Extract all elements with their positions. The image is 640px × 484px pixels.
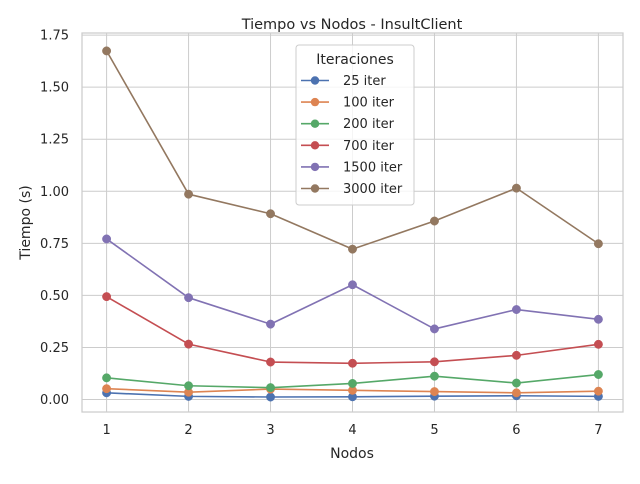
series-700-iter xyxy=(102,292,603,368)
y-tick-label: 0.25 xyxy=(40,341,69,356)
y-tick-label: 1.25 xyxy=(40,133,69,148)
data-point xyxy=(266,319,275,329)
series-3000-iter xyxy=(102,46,603,254)
axes-border xyxy=(81,32,624,413)
x-axis-label: Nodos xyxy=(330,446,374,462)
legend-entry: 1500 iter xyxy=(301,160,403,175)
data-point xyxy=(102,46,112,56)
y-tick-label: 1.75 xyxy=(40,29,69,44)
y-tick-label: 0.75 xyxy=(40,237,69,252)
legend-marker xyxy=(310,97,320,107)
legend-label: 100 iter xyxy=(343,96,395,111)
data-point xyxy=(593,239,603,249)
data-point xyxy=(593,339,603,349)
y-tick-label: 1.50 xyxy=(40,81,69,96)
legend-marker xyxy=(310,162,320,172)
legend-marker xyxy=(310,119,320,128)
axis-frame xyxy=(81,32,624,413)
y-tick-label: 0.50 xyxy=(40,289,69,304)
x-tick-label: 7 xyxy=(594,423,602,438)
x-tick-label: 2 xyxy=(184,423,192,438)
data-point xyxy=(430,216,439,226)
x-tick-label: 1 xyxy=(102,423,110,438)
legend-label: 3000 iter xyxy=(343,182,403,197)
legend-entries: 25 iter 100 iter 200 iter 700 iter 1500 iter… xyxy=(301,74,403,197)
data-point xyxy=(348,280,357,290)
data-point xyxy=(184,189,194,199)
x-tick-label: 6 xyxy=(512,423,520,438)
data-point xyxy=(511,378,521,388)
legend-entry: 700 iter xyxy=(301,139,395,154)
data-point xyxy=(266,209,275,219)
legend-entry: 200 iter xyxy=(301,117,395,132)
legend-entry: 3000 iter xyxy=(301,182,403,197)
data-point xyxy=(102,292,112,302)
legend-label: 25 iter xyxy=(343,74,386,89)
legend-title: Iteraciones xyxy=(316,52,394,68)
data-point xyxy=(430,357,439,367)
legend-label: 200 iter xyxy=(343,117,395,132)
series-layer xyxy=(102,46,603,402)
data-point xyxy=(266,392,275,402)
data-point xyxy=(430,387,439,397)
y-tick-label: 0.00 xyxy=(40,393,69,408)
data-point xyxy=(184,293,194,303)
legend-label: 700 iter xyxy=(343,139,395,154)
legend-label: 1500 iter xyxy=(343,160,403,175)
data-point xyxy=(184,381,194,391)
legend-marker xyxy=(310,184,320,193)
series-1500-iter xyxy=(102,234,603,334)
data-point xyxy=(511,305,521,314)
x-tick-label: 3 xyxy=(266,423,274,438)
data-point xyxy=(348,379,357,388)
data-point xyxy=(430,371,439,381)
data-point xyxy=(511,388,521,398)
data-point xyxy=(511,350,521,360)
chart-title: Tiempo vs Nodos - InsultClient xyxy=(241,17,463,33)
legend-entry: 25 iter xyxy=(301,74,386,89)
y-tick-label: 1.00 xyxy=(40,185,69,200)
data-point xyxy=(102,384,112,394)
data-point xyxy=(593,370,603,379)
data-point xyxy=(593,314,603,324)
tick-labels: 1 2 3 4 5 6 7 0.00 0.25 0.50 0.75 1.00 1.25 1.50 1.75 xyxy=(40,29,603,438)
data-point xyxy=(348,244,357,254)
data-point xyxy=(266,357,275,367)
series-200-iter xyxy=(102,370,603,393)
data-point xyxy=(184,339,194,349)
data-point xyxy=(102,373,112,383)
legend-box xyxy=(295,44,415,206)
data-point xyxy=(348,358,357,368)
legend-entry: 100 iter xyxy=(301,96,395,111)
legend-marker xyxy=(310,76,320,85)
legend: Iteraciones 25 iter 100 iter 200 iter 700 i… xyxy=(295,44,415,206)
legend-marker xyxy=(310,141,320,150)
x-tick-label: 5 xyxy=(430,423,438,438)
y-axis-label: Tiempo (s) xyxy=(18,185,34,260)
data-point xyxy=(266,383,275,393)
data-point xyxy=(430,324,439,334)
x-tick-label: 4 xyxy=(348,423,356,438)
data-point xyxy=(593,386,603,396)
data-point xyxy=(102,234,112,244)
data-point xyxy=(511,183,521,193)
